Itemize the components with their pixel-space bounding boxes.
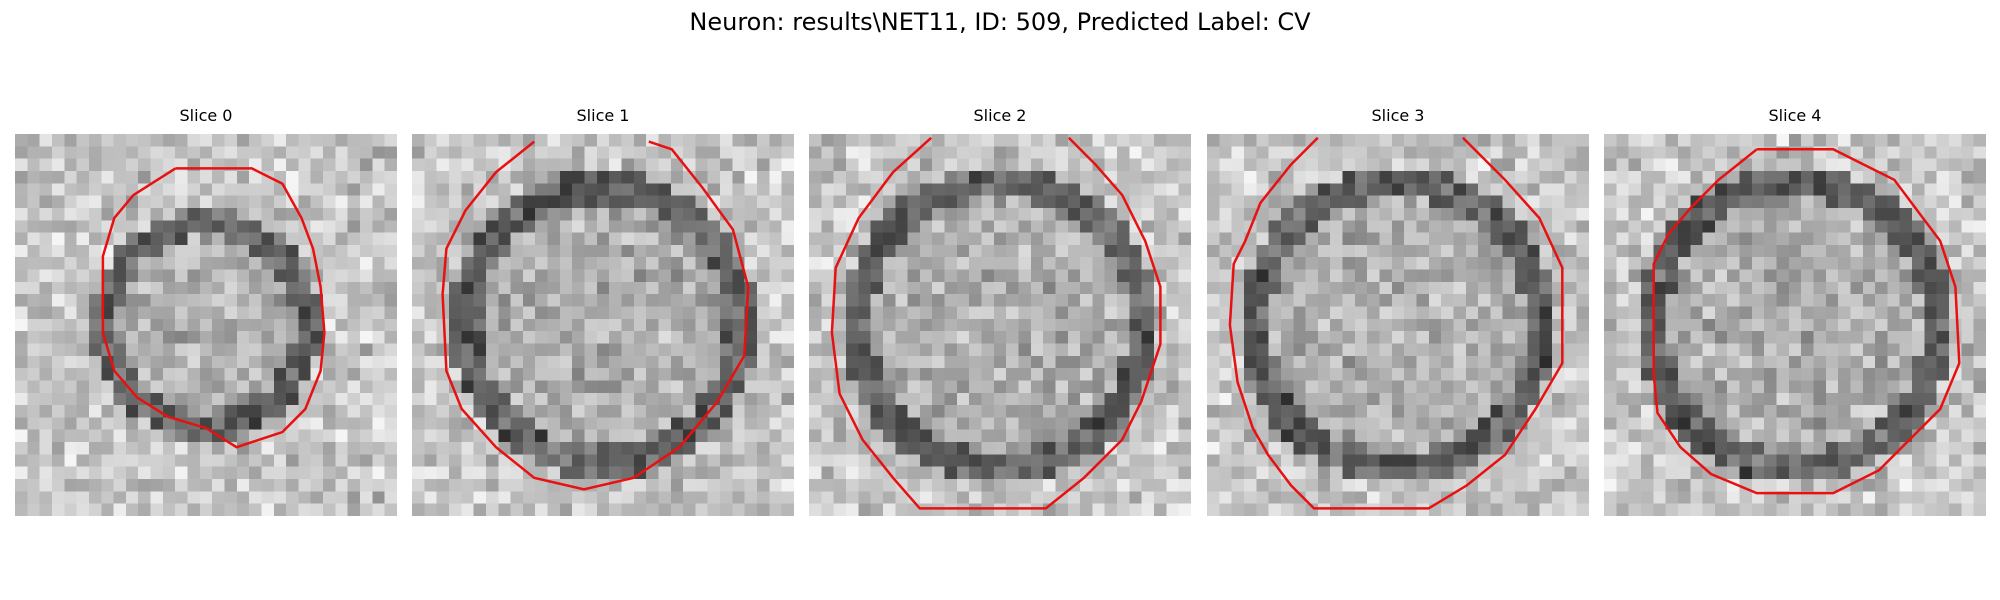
- segmentation-contour: [441, 140, 750, 491]
- slice-image: [15, 134, 397, 516]
- segmentation-contour: [1652, 148, 1961, 495]
- figure-title: Neuron: results\NET11, ID: 509, Predicte…: [689, 8, 1311, 36]
- slice-image: [809, 134, 1191, 516]
- segmentation-contour: [1228, 136, 1564, 510]
- slice-title: Slice 4: [1768, 106, 1822, 125]
- slice-title: Slice 0: [179, 106, 233, 125]
- slice-title: Slice 3: [1371, 106, 1425, 125]
- slice-image: [1207, 134, 1589, 516]
- slice-title: Slice 2: [973, 106, 1027, 125]
- slice-image: [1604, 134, 1986, 516]
- slice-title: Slice 1: [576, 106, 630, 125]
- segmentation-contour: [101, 167, 326, 449]
- segmentation-contour: [830, 136, 1162, 510]
- slice-image: [412, 134, 794, 516]
